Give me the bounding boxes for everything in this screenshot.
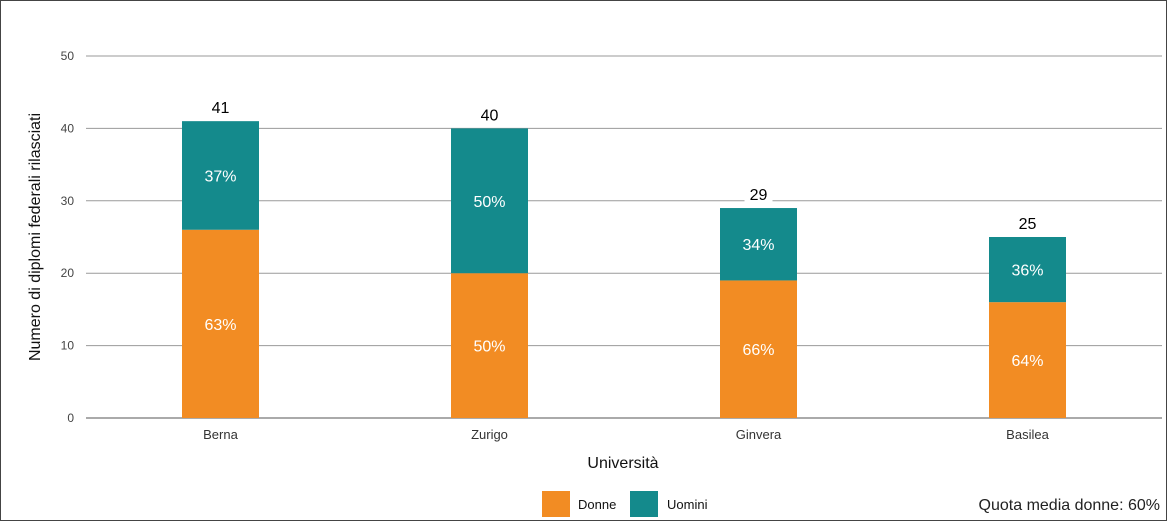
x-tick-label-berna: Berna xyxy=(203,427,238,442)
percent-label-zurigo-donne: 50% xyxy=(473,339,505,356)
percent-label-basilea-donne: 64% xyxy=(1011,353,1043,370)
bars xyxy=(182,121,1066,418)
percent-label-basilea-uomini: 36% xyxy=(1011,263,1043,280)
total-label-ginvera: 29 xyxy=(750,187,768,204)
legend-swatch-uomini xyxy=(630,491,658,517)
bar-segment-zurigo-donne xyxy=(451,273,528,418)
y-tick-label-40: 40 xyxy=(61,121,75,135)
total-label-berna: 41 xyxy=(212,100,230,117)
x-axis-title: Università xyxy=(587,455,658,472)
bar-segment-zurigo-uomini xyxy=(451,128,528,274)
legend: Donne Uomini xyxy=(542,491,708,517)
average-women-note: Quota media donne: 60% xyxy=(979,497,1160,514)
x-tick-label-basilea: Basilea xyxy=(1006,427,1049,442)
y-axis-ticks: 0 10 20 30 40 50 xyxy=(61,49,75,425)
percent-label-berna-donne: 63% xyxy=(204,317,236,334)
bar-segment-ginvera-uomini xyxy=(720,208,797,281)
total-label-bg-basilea xyxy=(1013,213,1042,233)
y-tick-label-50: 50 xyxy=(61,49,75,63)
y-axis-title: Numero di diplomi federali rilasciati xyxy=(27,113,44,361)
total-label-bg-berna xyxy=(206,97,235,118)
bar-segment-berna-uomini xyxy=(182,121,259,230)
legend-swatch-donne xyxy=(542,491,570,517)
gridlines xyxy=(86,55,1162,419)
y-tick-label-0: 0 xyxy=(67,411,74,425)
total-label-bg-ginvera xyxy=(744,184,773,205)
bar-segment-ginvera-donne xyxy=(720,280,797,418)
bar-segment-basilea-uomini xyxy=(989,237,1066,303)
total-label-basilea: 25 xyxy=(1019,216,1037,233)
x-axis-ticks: Berna Zurigo Ginvera Basilea xyxy=(203,427,1049,442)
bar-segment-basilea-donne xyxy=(989,302,1066,418)
bar-segment-berna-donne xyxy=(182,229,259,418)
data-labels: 63% 37% 41 50% 50% 40 66% 34% 29 64% 36% 25 xyxy=(204,97,1044,370)
percent-label-ginvera-uomini: 34% xyxy=(742,237,774,254)
legend-label-uomini: Uomini xyxy=(667,497,708,512)
total-label-zurigo: 40 xyxy=(481,107,499,124)
percent-label-ginvera-donne: 66% xyxy=(742,342,774,359)
x-tick-label-zurigo: Zurigo xyxy=(471,427,508,442)
total-label-bg-zurigo xyxy=(475,104,504,125)
legend-label-donne: Donne xyxy=(578,497,616,512)
percent-label-berna-uomini: 37% xyxy=(204,168,236,185)
percent-label-zurigo-uomini: 50% xyxy=(473,194,505,211)
y-tick-label-10: 10 xyxy=(61,339,75,353)
y-tick-label-30: 30 xyxy=(61,194,75,208)
x-tick-label-ginvera: Ginvera xyxy=(736,427,782,442)
y-tick-label-20: 20 xyxy=(61,266,75,280)
